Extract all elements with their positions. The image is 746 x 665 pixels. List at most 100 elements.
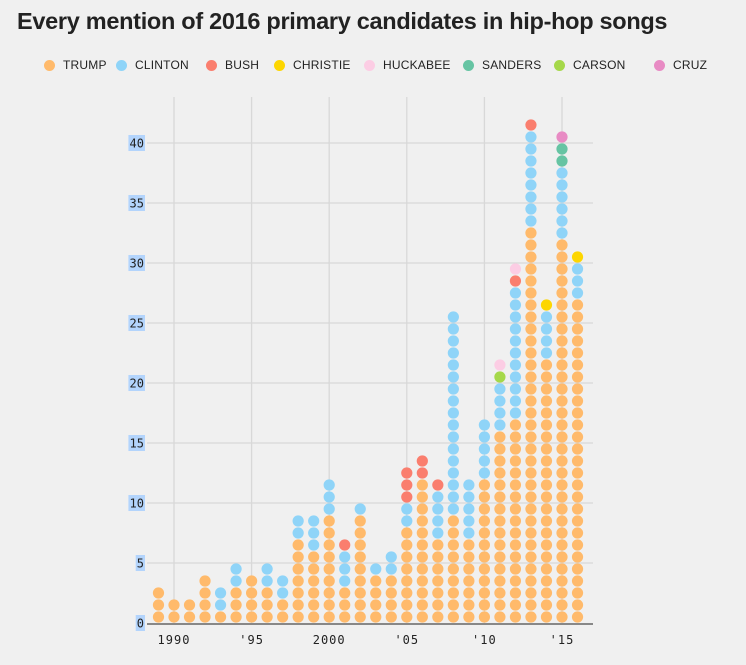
dot-trump-2006 bbox=[416, 551, 428, 563]
dot-clinton-1994 bbox=[230, 563, 242, 575]
dot-trump-1995 bbox=[246, 587, 258, 599]
dot-trump-2010 bbox=[478, 575, 490, 587]
dot-trump-2013 bbox=[525, 311, 537, 323]
legend-swatch-icon bbox=[554, 59, 565, 71]
dot-trump-2015 bbox=[556, 419, 568, 431]
dot-clinton-2002 bbox=[354, 503, 366, 515]
dot-trump-2010 bbox=[478, 587, 490, 599]
dot-bush-2013 bbox=[525, 119, 537, 131]
legend-label: BUSH bbox=[225, 58, 260, 72]
dot-trump-2016 bbox=[571, 575, 584, 587]
dot-trump-1995 bbox=[246, 611, 258, 623]
dot-trump-2001 bbox=[339, 611, 351, 623]
dot-trump-1992 bbox=[199, 575, 211, 587]
legend-label: CRUZ bbox=[673, 58, 708, 72]
legend-swatch-icon bbox=[44, 59, 55, 71]
dot-trump-2008 bbox=[447, 599, 459, 611]
dot-trump-1995 bbox=[246, 575, 258, 587]
dot-trump-2010 bbox=[478, 503, 490, 515]
dot-trump-2012 bbox=[509, 503, 522, 515]
tick-highlight bbox=[128, 255, 145, 271]
dot-trump-2009 bbox=[463, 563, 475, 575]
dot-trump-1999 bbox=[308, 551, 320, 563]
dot-trump-2011 bbox=[494, 491, 506, 503]
dot-trump-2013 bbox=[525, 611, 537, 623]
dot-clinton-2005 bbox=[401, 503, 413, 515]
dot-trump-2005 bbox=[401, 611, 413, 623]
dot-clinton-2008 bbox=[447, 323, 459, 335]
dot-clinton-2015 bbox=[556, 179, 568, 191]
dot-clinton-2008 bbox=[447, 311, 459, 323]
dot-trump-2015 bbox=[556, 515, 568, 527]
dot-clinton-2013 bbox=[525, 167, 537, 179]
dot-trump-1991 bbox=[183, 611, 196, 623]
dot-clinton-2012 bbox=[509, 407, 522, 419]
dot-trump-2013 bbox=[525, 479, 537, 491]
dot-clinton-2013 bbox=[525, 191, 537, 203]
dot-trump-2004 bbox=[385, 611, 397, 623]
dot-clinton-2016 bbox=[571, 275, 584, 287]
dot-trump-2002 bbox=[354, 587, 366, 599]
x-tick-label: 2000 bbox=[313, 633, 346, 647]
dot-trump-2005 bbox=[401, 575, 413, 587]
dot-clinton-2015 bbox=[556, 191, 568, 203]
dot-trump-2013 bbox=[525, 227, 537, 239]
legend: TRUMP CLINTON BUSH CHRISTIE HUCKABEE SANDERS C… bbox=[44, 57, 744, 73]
dot-clinton-2008 bbox=[447, 479, 459, 491]
dot-trump-2016 bbox=[571, 587, 584, 599]
dot-trump-2016 bbox=[571, 419, 584, 431]
dot-trump-2012 bbox=[509, 467, 522, 479]
legend-item-sanders: SANDERS bbox=[463, 57, 541, 73]
dot-trump-2015 bbox=[556, 563, 568, 575]
dot-trump-2009 bbox=[463, 575, 475, 587]
dot-clinton-1998 bbox=[292, 527, 304, 539]
dot-trump-2007 bbox=[432, 563, 444, 575]
dot-bush-2005 bbox=[401, 467, 413, 479]
legend-label: CLINTON bbox=[135, 58, 189, 72]
y-tick-label: 25 bbox=[130, 317, 144, 331]
dot-clinton-2012 bbox=[509, 395, 522, 407]
dot-bush-2006 bbox=[416, 455, 428, 467]
dot-trump-2015 bbox=[556, 311, 568, 323]
dot-trump-2003 bbox=[370, 575, 382, 587]
dot-trump-2000 bbox=[323, 611, 335, 623]
dot-trump-1998 bbox=[292, 587, 304, 599]
dot-trump-2015 bbox=[556, 551, 568, 563]
y-tick-label: 20 bbox=[130, 377, 144, 391]
legend-label: SANDERS bbox=[482, 58, 542, 72]
dot-clinton-2012 bbox=[509, 347, 522, 359]
dot-trump-2014 bbox=[540, 575, 553, 587]
dot-clinton-2007 bbox=[432, 503, 444, 515]
dot-trump-2013 bbox=[525, 359, 537, 371]
dot-trump-2014 bbox=[540, 563, 553, 575]
dot-trump-2013 bbox=[525, 467, 537, 479]
dot-trump-2012 bbox=[509, 443, 522, 455]
dot-clinton-2011 bbox=[494, 395, 506, 407]
dot-trump-2014 bbox=[540, 539, 553, 551]
dot-trump-2002 bbox=[354, 515, 366, 527]
legend-item-carson: CARSON bbox=[554, 57, 626, 73]
dot-trump-1996 bbox=[261, 599, 273, 611]
dot-trump-2007 bbox=[432, 611, 444, 623]
dot-clinton-2016 bbox=[571, 263, 584, 275]
dot-trump-2009 bbox=[463, 611, 475, 623]
dot-trump-2011 bbox=[494, 539, 506, 551]
dot-trump-2016 bbox=[571, 335, 584, 347]
dot-trump-2006 bbox=[416, 491, 428, 503]
dot-clinton-2003 bbox=[370, 563, 382, 575]
dot-clinton-2015 bbox=[556, 227, 568, 239]
dot-trump-2008 bbox=[447, 527, 459, 539]
dot-trump-2003 bbox=[370, 611, 382, 623]
dot-trump-2000 bbox=[323, 515, 335, 527]
dot-trump-2015 bbox=[556, 287, 568, 299]
dot-clinton-1996 bbox=[261, 563, 273, 575]
dot-clinton-2013 bbox=[525, 215, 537, 227]
dot-bush-2007 bbox=[432, 479, 444, 491]
dot-trump-2011 bbox=[494, 575, 506, 587]
dot-trump-2014 bbox=[540, 503, 553, 515]
dot-trump-2006 bbox=[416, 479, 428, 491]
dot-trump-2010 bbox=[478, 539, 490, 551]
dot-clinton-2010 bbox=[478, 443, 490, 455]
dot-trump-2013 bbox=[525, 371, 537, 383]
dot-clinton-2008 bbox=[447, 383, 459, 395]
